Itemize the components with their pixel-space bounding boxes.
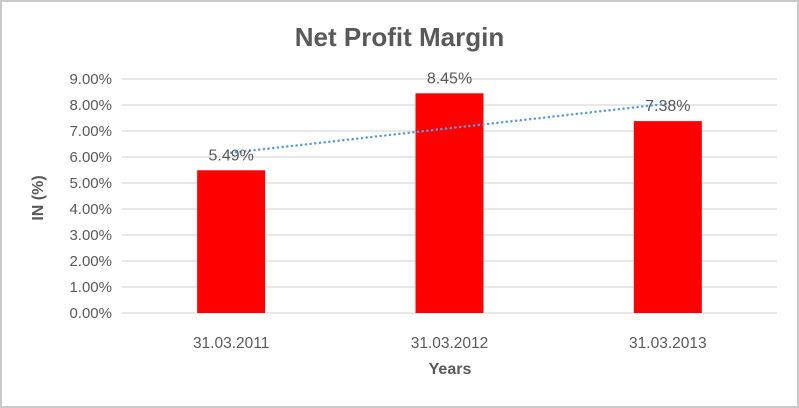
y-axis-title: IN (%) — [30, 175, 47, 221]
y-tick-label: 1.00% — [69, 279, 112, 296]
chart-title: Net Profit Margin — [294, 22, 505, 52]
y-tick-label: 2.00% — [69, 253, 112, 270]
y-tick-label: 7.00% — [69, 123, 112, 140]
data-label: 8.45% — [427, 70, 472, 87]
bar — [633, 121, 702, 314]
data-label: 5.49% — [208, 147, 253, 164]
y-tick-label: 8.00% — [69, 97, 112, 114]
y-tick-label: 9.00% — [69, 71, 112, 88]
y-tick-label: 6.00% — [69, 149, 112, 166]
x-axis-title: Years — [428, 361, 472, 378]
bar — [197, 170, 266, 313]
y-tick-label: 4.00% — [69, 201, 112, 218]
x-tick-label: 31.03.2013 — [629, 335, 707, 352]
y-tick-label: 0.00% — [69, 305, 112, 322]
data-label: 7.38% — [645, 98, 690, 115]
trendline — [229, 102, 670, 155]
y-tick-label: 3.00% — [69, 227, 112, 244]
x-tick-label: 31.03.2012 — [411, 335, 489, 352]
y-tick-label: 5.00% — [69, 175, 112, 192]
x-tick-label: 31.03.2011 — [193, 335, 269, 352]
